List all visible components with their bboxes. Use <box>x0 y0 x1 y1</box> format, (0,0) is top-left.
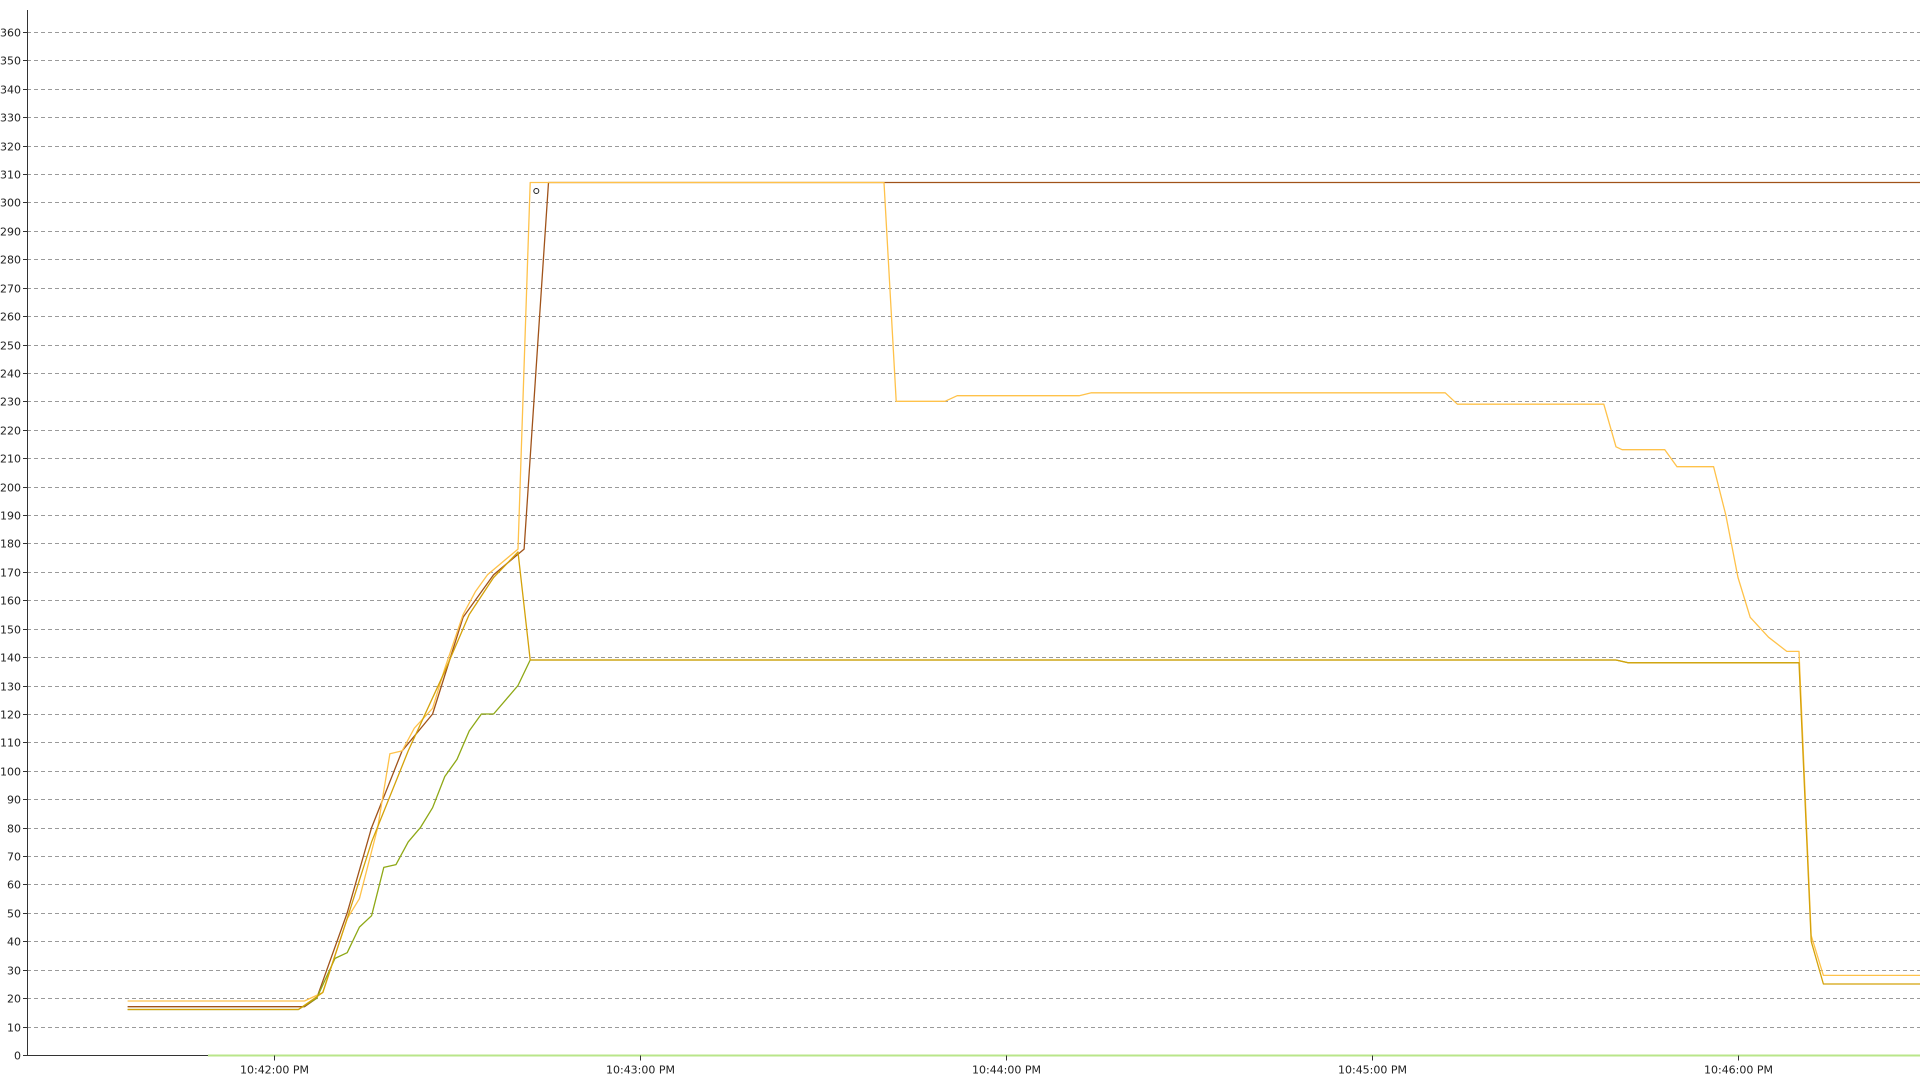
point-marker <box>533 188 540 195</box>
y-tick-label: 240 <box>0 368 21 381</box>
grid-lines <box>27 32 1920 1028</box>
point-markers <box>533 188 540 195</box>
y-tick-label: 180 <box>0 538 21 551</box>
series-line-2 <box>127 181 1920 1002</box>
series-line-1 <box>127 181 1920 1008</box>
y-tick-label: 160 <box>0 595 21 608</box>
y-tick-label: 170 <box>0 567 21 580</box>
x-tick-label: 10:44:00 PM <box>972 1064 1041 1077</box>
y-tick-label: 270 <box>0 283 21 296</box>
y-tick-label: 150 <box>0 624 21 637</box>
y-tick-label: 110 <box>0 737 21 750</box>
x-tick-label: 10:46:00 PM <box>1704 1064 1773 1077</box>
y-tick-label: 200 <box>0 482 21 495</box>
x-tick-label: 10:43:00 PM <box>606 1064 675 1077</box>
y-tick-label: 100 <box>0 766 21 779</box>
y-tick-label: 290 <box>0 226 21 239</box>
y-tick-label: 140 <box>0 652 21 665</box>
x-tick-labels: 10:42:00 PM 10:43:00 PM 10:44:00 PM 10:45:0… <box>240 1055 1773 1077</box>
x-tick-label: 10:45:00 PM <box>1338 1064 1407 1077</box>
y-tick-label: 350 <box>0 55 21 68</box>
y-tick-label: 0 <box>14 1050 21 1063</box>
y-tick-label: 20 <box>7 993 21 1006</box>
y-tick-label: 250 <box>0 340 21 353</box>
y-tick-label: 230 <box>0 396 21 409</box>
y-tick-label: 310 <box>0 169 21 182</box>
series-lines <box>127 181 1920 1011</box>
x-tick-label: 10:42:00 PM <box>240 1064 309 1077</box>
y-tick-label: 220 <box>0 425 21 438</box>
y-tick-label: 360 <box>0 27 21 40</box>
y-tick-label: 90 <box>7 794 21 807</box>
y-tick-label: 190 <box>0 510 21 523</box>
y-tick-label: 130 <box>0 681 21 694</box>
series-line-4 <box>127 551 1920 1011</box>
axes <box>27 10 1920 1057</box>
y-tick-label: 280 <box>0 254 21 267</box>
y-tick-label: 40 <box>7 936 21 949</box>
y-tick-label: 320 <box>0 141 21 154</box>
y-tick-label: 70 <box>7 851 21 864</box>
y-tick-label: 60 <box>7 879 21 892</box>
y-tick-label: 340 <box>0 84 21 97</box>
y-tick-label: 330 <box>0 112 21 125</box>
y-tick-label: 50 <box>7 908 21 921</box>
y-tick-label: 10 <box>7 1022 21 1035</box>
y-tick-label: 210 <box>0 453 21 466</box>
y-tick-label: 30 <box>7 965 21 978</box>
y-tick-labels: 0 10 20 30 40 50 60 70 80 90 100 110 120 130 140 150 160… <box>0 27 27 1063</box>
y-tick-label: 80 <box>7 823 21 836</box>
series-line-3 <box>127 659 1799 1011</box>
y-tick-label: 300 <box>0 197 21 210</box>
y-tick-label: 120 <box>0 709 21 722</box>
y-tick-label: 260 <box>0 311 21 324</box>
